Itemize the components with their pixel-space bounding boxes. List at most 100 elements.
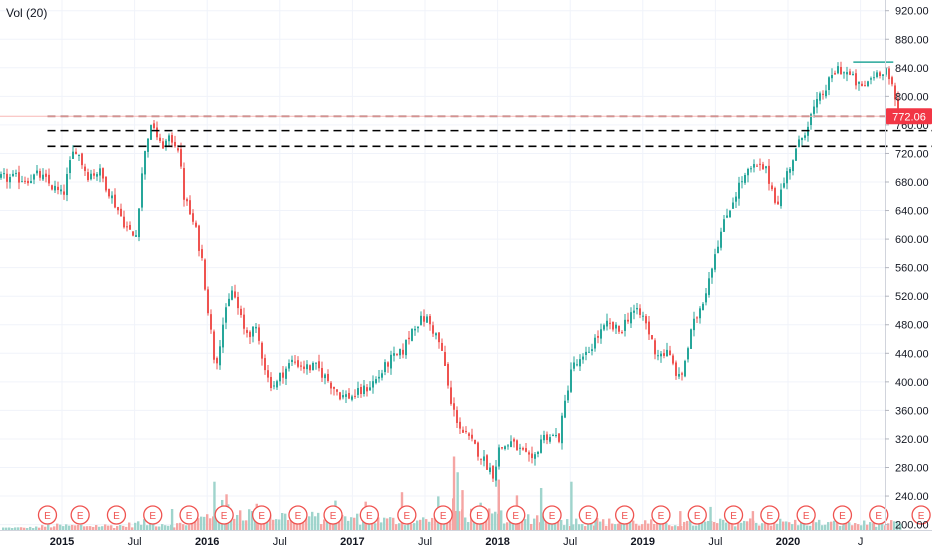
earnings-marker[interactable]: E: [70, 505, 90, 525]
earnings-marker[interactable]: E: [214, 505, 234, 525]
earnings-marker[interactable]: E: [179, 505, 199, 525]
earnings-marker[interactable]: E: [832, 505, 853, 525]
candle-body: [144, 151, 146, 175]
earnings-circle: [869, 505, 889, 525]
candle: [39, 168, 41, 181]
earnings-marker[interactable]: E: [687, 505, 707, 525]
candle: [207, 286, 209, 316]
earnings-marker[interactable]: E: [37, 505, 58, 525]
candle-body: [6, 173, 8, 182]
candle-body: [222, 324, 224, 348]
candle: [66, 167, 68, 202]
candle: [843, 71, 845, 79]
earnings-marker[interactable]: E: [143, 505, 163, 525]
candle-body: [639, 308, 641, 315]
volume-bar: [179, 522, 182, 530]
volume-bar: [560, 520, 563, 530]
earnings-marker[interactable]: E: [323, 505, 343, 525]
earnings-marker[interactable]: E: [760, 505, 780, 525]
candle: [399, 348, 401, 360]
volume-bar: [497, 479, 500, 530]
earnings-marker[interactable]: E: [869, 505, 889, 525]
candle: [735, 191, 737, 209]
candle-body: [87, 172, 89, 181]
candle-body: [777, 201, 779, 205]
candle-body: [390, 354, 392, 369]
volume-bar: [488, 508, 491, 530]
candle: [513, 437, 515, 448]
volume-bar: [845, 520, 848, 530]
candle-body: [93, 173, 95, 176]
candle: [777, 195, 779, 205]
earnings-marker[interactable]: E: [506, 505, 526, 525]
volume-bar: [722, 519, 725, 530]
earnings-marker[interactable]: E: [796, 505, 816, 525]
candle-body: [525, 448, 527, 452]
candle-body: [828, 77, 830, 91]
volume-bar: [491, 513, 494, 530]
volume-bar: [668, 525, 671, 530]
candle-body: [612, 321, 614, 330]
volume-bar: [659, 520, 662, 530]
earnings-marker[interactable]: E: [397, 505, 417, 525]
earnings-marker[interactable]: E: [911, 505, 931, 525]
volume-bar: [662, 520, 665, 530]
candle-body: [732, 202, 734, 209]
candle: [567, 385, 569, 403]
candle-body: [831, 74, 833, 79]
candle-body: [546, 434, 548, 441]
price-axis[interactable]: 920.00880.00840.00800.00760.00720.00680.…: [885, 6, 929, 532]
time-tick-label: 2020: [776, 536, 800, 548]
earnings-marker[interactable]: E: [251, 505, 272, 525]
candle: [693, 311, 695, 337]
candle: [27, 177, 29, 186]
candle-body: [693, 318, 695, 331]
candle: [198, 224, 200, 257]
candle: [663, 349, 665, 359]
earnings-marker[interactable]: E: [615, 505, 635, 525]
earnings-marker[interactable]: E: [106, 505, 127, 525]
volume-bar: [35, 526, 38, 530]
candle-body: [252, 326, 254, 337]
candle: [774, 186, 776, 205]
volume-bar: [455, 510, 458, 530]
volume-bar: [89, 526, 92, 530]
earnings-marker[interactable]: E: [433, 505, 453, 525]
volume-indicator-label[interactable]: Vol (20): [6, 6, 47, 20]
candle: [831, 68, 833, 83]
candle: [627, 312, 629, 324]
last-price-label: 772.06: [886, 108, 932, 125]
candle: [639, 304, 641, 319]
candle: [186, 197, 188, 206]
earnings-circle: [542, 505, 562, 525]
candle-body: [882, 74, 884, 77]
candle: [120, 203, 122, 217]
earnings-marker[interactable]: E: [542, 505, 562, 525]
earnings-marker[interactable]: E: [723, 505, 744, 525]
volume-bar: [464, 517, 467, 530]
candle: [42, 168, 44, 182]
earnings-marker[interactable]: E: [359, 505, 379, 525]
candle: [99, 164, 101, 183]
candle-body: [186, 199, 188, 202]
candle-body: [261, 342, 263, 359]
candle: [183, 162, 185, 207]
earnings-marker[interactable]: E: [469, 505, 490, 525]
candle-body: [219, 346, 221, 366]
candle: [12, 170, 14, 178]
earnings-marker[interactable]: E: [288, 505, 308, 525]
volume-bar: [47, 524, 50, 530]
earnings-marker[interactable]: E: [578, 505, 598, 525]
earnings-label: E: [366, 511, 373, 522]
candle: [495, 459, 497, 487]
candle-body: [9, 176, 11, 183]
candle: [162, 137, 164, 149]
candle: [708, 271, 710, 298]
time-axis[interactable]: 2015 Jul 2016 Jul 2017 Jul 2018 Jul 2019 Jul 2020 J: [50, 536, 864, 548]
volume-bar: [605, 525, 608, 530]
candle-body: [339, 392, 341, 400]
candle-body: [243, 314, 245, 329]
candle: [696, 316, 698, 323]
earnings-marker[interactable]: E: [651, 505, 671, 525]
